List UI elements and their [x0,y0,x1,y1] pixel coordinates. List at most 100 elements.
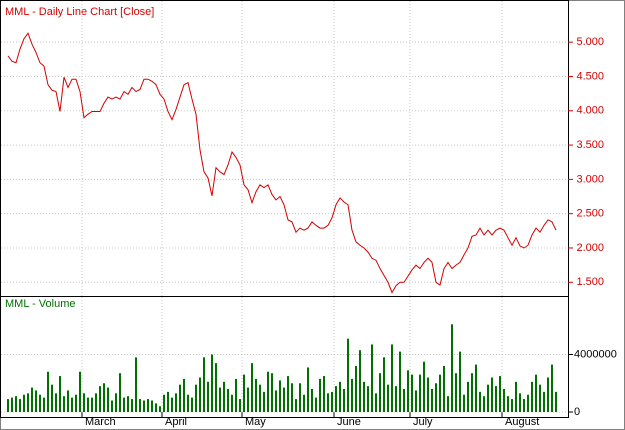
volume-bar [455,373,457,412]
volume-bar [151,400,153,412]
volume-bar [179,384,181,412]
volume-panel [0,296,569,418]
volume-bar [339,381,341,412]
x-tick-label: March [85,416,116,428]
volume-bar [255,378,257,412]
y-tick-label: 5.000 [576,36,604,48]
volume-bar [479,391,481,412]
volume-bar [487,384,489,412]
volume-bar [363,381,365,412]
volume-bar [279,380,281,412]
volume-bar [79,371,81,412]
volume-bar [331,391,333,412]
volume-bar [251,363,253,412]
volume-bar [27,393,29,412]
volume-bar [203,357,205,412]
volume-bar [327,393,329,412]
volume-bar [367,386,369,412]
volume-bar [35,390,37,412]
volume-bar [31,387,33,412]
volume-bar [23,394,25,412]
volume-bar [111,400,113,412]
y-tick-label: 2.500 [576,208,604,220]
volume-bar [463,394,465,412]
volume-bar [531,381,533,412]
volume-bar [195,384,197,412]
volume-bar [523,399,525,412]
volume-bar [47,371,49,412]
volume-bar [451,324,453,412]
volume-bar [507,396,509,412]
volume-bar [275,390,277,412]
volume-bar [371,344,373,412]
volume-bar [471,373,473,412]
x-tick-label: April [165,416,187,428]
volume-bar [271,373,273,412]
volume-bar [283,387,285,412]
volume-bar [391,344,393,412]
y-tick-label: 4.500 [576,70,604,82]
volume-bar [127,396,129,412]
volume-bar [223,381,225,412]
volume-bar [91,397,93,412]
volume-bar [43,397,45,412]
y-tick-label: 3.000 [576,173,604,185]
volume-bar [415,390,417,412]
volume-bar [383,357,385,412]
volume-bar [435,383,437,412]
volume-bar [55,393,57,412]
volume-bar [159,406,161,412]
volume-bar [319,378,321,412]
x-tick-label: July [413,416,433,428]
volume-bar [131,399,133,412]
x-tick-label: June [337,416,361,428]
volume-bar [359,350,361,412]
volume-bar [175,393,177,412]
volume-bar [551,364,553,412]
x-tick-label: August [505,416,539,428]
volume-bar [167,391,169,412]
volume-bar [147,399,149,412]
volume-bar [235,378,237,412]
volume-bar [87,397,89,412]
volume-bar [231,394,233,412]
volume-bar [399,351,401,412]
volume-bar [99,386,101,412]
volume-bar [343,389,345,412]
volume-title: MML - Volume [5,298,76,310]
volume-bar [291,383,293,412]
price-title: MML - Daily Line Chart [Close] [5,6,154,18]
volume-bar [219,387,221,412]
volume-bar [395,386,397,412]
volume-bar [475,364,477,412]
volume-bar [263,391,265,412]
volume-bar [75,394,77,412]
volume-bar [439,374,441,412]
volume-bar [239,399,241,412]
volume-bar [311,389,313,412]
volume-bar [15,396,17,412]
volume-bar [495,386,497,412]
volume-bar [491,377,493,412]
y-tick-label: 2.000 [576,242,604,254]
volume-bar [355,366,357,412]
volume-bar [243,374,245,412]
volume-bar [347,338,349,412]
volume-bar [71,397,73,412]
volume-bar [155,403,157,412]
price-line [7,32,557,294]
volume-bar [119,373,121,412]
volume-bar [483,396,485,412]
volume-bar [227,389,229,412]
volume-bar [543,391,545,412]
volume-bar [427,377,429,412]
x-tick-label: May [245,416,266,428]
volume-bar [519,393,521,412]
volume-bar [379,373,381,412]
volume-bar [511,399,513,412]
volume-bar [7,399,9,412]
y-tick-label: 3.500 [576,139,604,151]
volume-bar [499,376,501,412]
